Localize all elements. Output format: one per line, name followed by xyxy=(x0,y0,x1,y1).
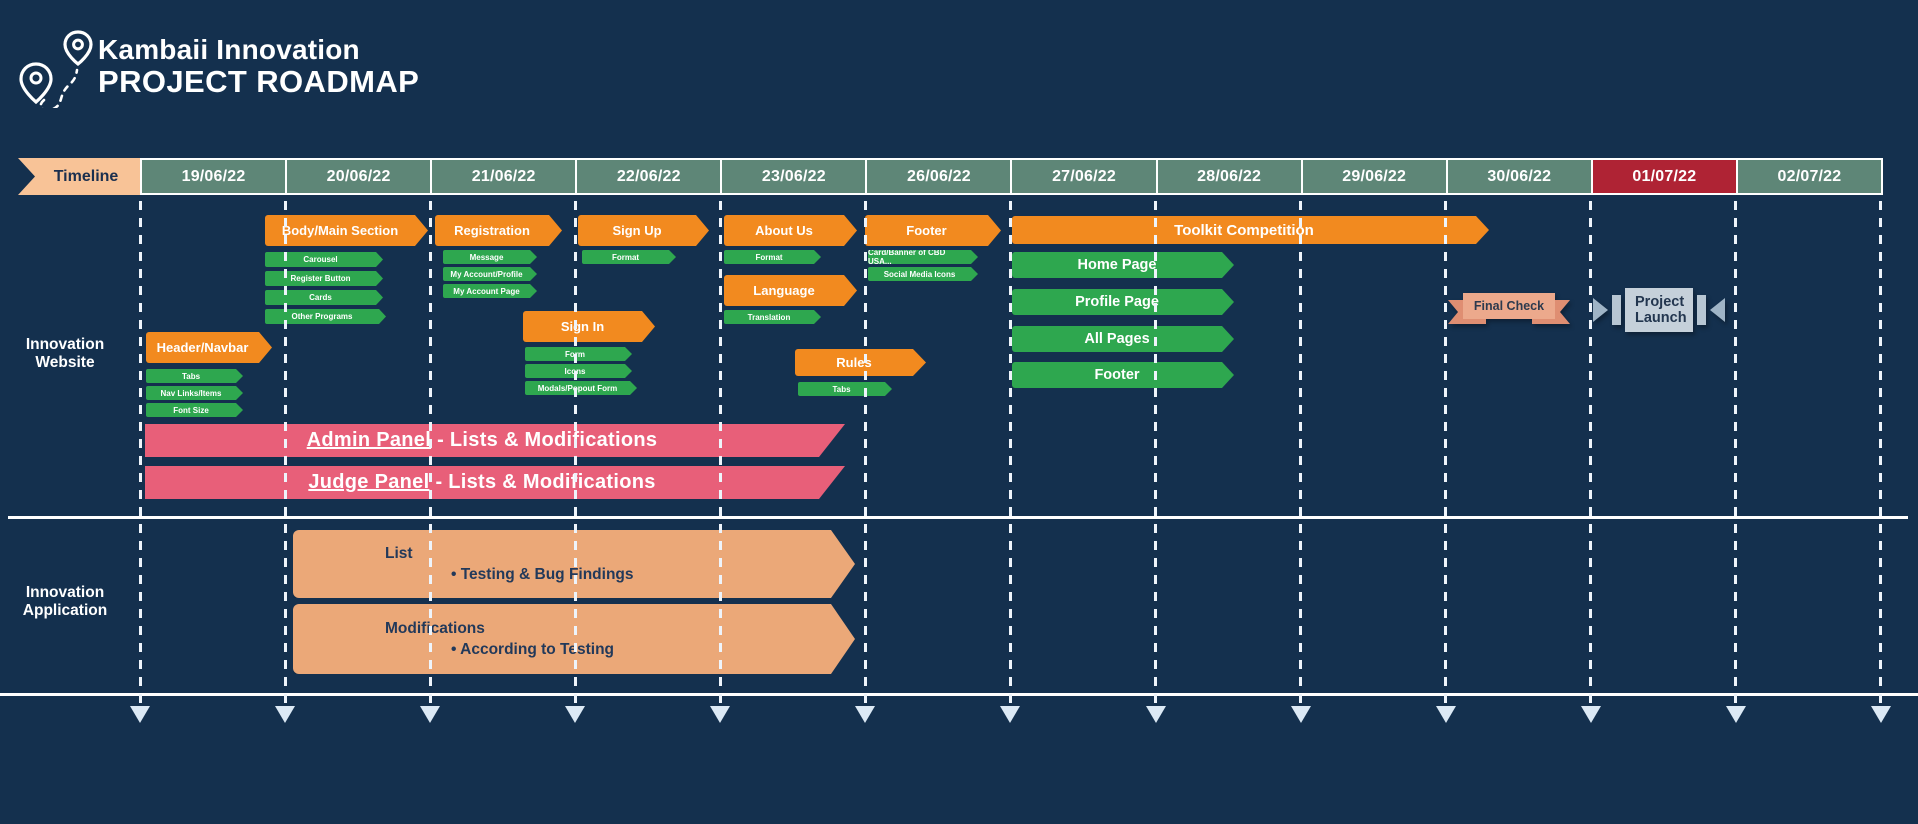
sign-up-bar: Sign Up xyxy=(578,215,709,246)
dashed-gridline xyxy=(1589,201,1593,708)
nav-links-items-bar: Nav Links/Items xyxy=(146,386,243,400)
title-line-1: Kambaii Innovation xyxy=(98,34,360,65)
down-arrow-icon xyxy=(855,706,876,723)
title-line-2: PROJECT ROADMAP xyxy=(98,64,420,100)
date-cell-20-06-22: 20/06/22 xyxy=(285,158,433,195)
tabs-navbar-bar: Tabs xyxy=(146,369,243,383)
page-title: Kambaii Innovation PROJECT ROADMAP xyxy=(98,34,419,100)
header-navbar-bar: Header/Navbar xyxy=(146,332,272,363)
date-cell-19-06-22: 19/06/22 xyxy=(140,158,288,195)
date-cell-29-06-22: 29/06/22 xyxy=(1300,158,1448,195)
sign-in-bar: Sign In xyxy=(523,311,655,342)
font-size-bar: Font Size xyxy=(146,403,243,417)
other-programs-bar: Other Programs xyxy=(265,309,386,324)
my-account-page-bar: My Account Page xyxy=(443,284,537,298)
translation-bar: Translation xyxy=(724,310,821,324)
all-pages-bar: All Pages xyxy=(1012,326,1234,352)
cards-bar: Cards xyxy=(265,290,383,305)
dashed-gridline xyxy=(1879,201,1883,708)
dashed-gridline xyxy=(718,201,722,708)
icons-bar: Icons xyxy=(525,364,632,378)
judge-panel-bar: Judge Panel - Lists & Modifications xyxy=(145,466,845,499)
timeline-label: Timeline xyxy=(18,158,140,195)
dashed-gridline xyxy=(1444,201,1448,708)
body-main-section-bar: Body/Main Section xyxy=(265,215,428,246)
timeline-baseline xyxy=(0,693,1918,696)
date-cell-02-07-22: 02/07/22 xyxy=(1735,158,1883,195)
dashed-gridline xyxy=(428,201,432,708)
format-signup-bar: Format xyxy=(582,250,676,264)
home-page-bar: Home Page xyxy=(1012,252,1234,278)
carousel-bar: Carousel xyxy=(265,252,383,267)
modals-popout-form-bar: Modals/Popout Form xyxy=(525,381,637,395)
my-account-profile-bar: My Account/Profile xyxy=(443,267,537,281)
down-arrow-icon xyxy=(275,706,296,723)
date-cell-22-06-22: 22/06/22 xyxy=(575,158,723,195)
logo-map-pins-icon xyxy=(14,24,98,112)
down-arrow-icon xyxy=(1725,706,1746,723)
down-arrow-icon xyxy=(1870,706,1891,723)
down-arrow-icon xyxy=(565,706,586,723)
profile-page-bar: Profile Page xyxy=(1012,289,1234,315)
final-check-bar: Final Check xyxy=(1448,293,1570,324)
about-us-bar: About Us xyxy=(724,215,857,246)
social-media-icons-bar: Social Media Icons xyxy=(868,267,978,281)
dashed-gridline xyxy=(1734,201,1738,708)
date-cell-28-06-22: 28/06/22 xyxy=(1155,158,1303,195)
lane-label-innovation-application: Innovation Application xyxy=(22,584,108,620)
down-arrow-icon xyxy=(420,706,441,723)
date-cell-21-06-22: 21/06/22 xyxy=(430,158,578,195)
message-bar: Message xyxy=(443,250,537,264)
admin-panel-bar: Admin Panel - Lists & Modifications xyxy=(145,424,845,457)
dashed-gridline xyxy=(573,201,577,708)
form-bar: Form xyxy=(525,347,632,361)
dashed-gridline xyxy=(1299,201,1303,708)
registration-bar: Registration xyxy=(435,215,562,246)
footer-website-bar: Footer xyxy=(865,215,1001,246)
date-cell-27-06-22: 27/06/22 xyxy=(1010,158,1158,195)
project-launch-bar: Project Launch xyxy=(1593,288,1725,332)
dashed-gridline xyxy=(1008,201,1012,708)
down-arrow-icon xyxy=(1145,706,1166,723)
dashed-gridline xyxy=(283,201,287,708)
dashed-gridline xyxy=(138,201,142,708)
down-arrow-icon xyxy=(1435,706,1456,723)
language-bar: Language xyxy=(724,275,857,306)
down-arrow-icon xyxy=(1580,706,1601,723)
down-arrow-icon xyxy=(1000,706,1021,723)
footer-pages-bar: Footer xyxy=(1012,362,1234,388)
toolkit-competition-bar: Toolkit Competition xyxy=(1012,216,1489,244)
date-cell-01-07-22: 01/07/22 xyxy=(1590,158,1738,195)
rules-bar: Rules xyxy=(795,349,926,376)
date-cell-30-06-22: 30/06/22 xyxy=(1445,158,1593,195)
lane-separator-line xyxy=(8,516,1908,519)
card-banner-bar: Card/Banner of CBD USA... xyxy=(868,250,978,264)
date-cell-26-06-22: 26/06/22 xyxy=(865,158,1013,195)
dashed-gridline xyxy=(863,201,867,708)
down-arrow-icon xyxy=(130,706,150,723)
date-cell-23-06-22: 23/06/22 xyxy=(720,158,868,195)
lane-label-innovation-website: Innovation Website xyxy=(25,336,105,372)
down-arrow-icon xyxy=(1290,706,1311,723)
register-button-bar: Register Button xyxy=(265,271,383,286)
format-about-bar: Format xyxy=(724,250,821,264)
down-arrow-icon xyxy=(710,706,731,723)
dashed-gridline xyxy=(1154,201,1158,708)
tabs-rules-bar: Tabs xyxy=(798,382,892,396)
